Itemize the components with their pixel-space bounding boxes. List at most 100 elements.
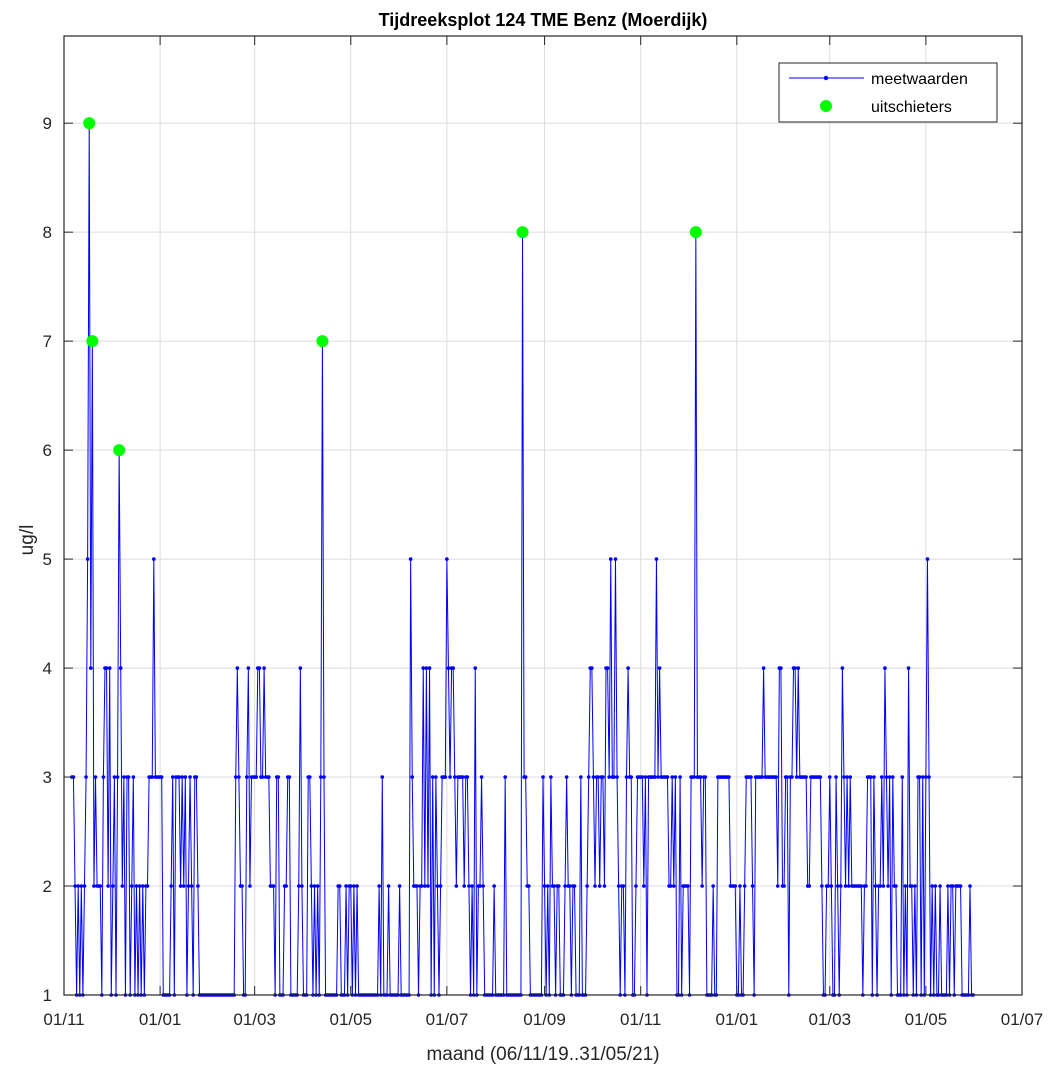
meetwaarden-point	[654, 557, 659, 561]
meetwaarden-point	[927, 775, 931, 779]
meetwaarden-point	[503, 775, 507, 779]
meetwaarden-point	[909, 884, 914, 888]
meetwaarden-point	[296, 884, 301, 888]
meetwaarden-point	[337, 884, 342, 888]
meetwaarden-point	[98, 884, 103, 888]
legend-box	[778, 62, 998, 123]
meetwaarden-point	[775, 884, 780, 888]
meetwaarden-point	[159, 775, 164, 779]
meetwaarden-point	[448, 775, 452, 779]
x-tick-label: 01/11	[43, 1010, 84, 1029]
y-tick-label: 6	[43, 441, 52, 460]
meetwaarden-point	[189, 884, 194, 888]
x-tick-label: 01/05	[905, 1010, 948, 1029]
meetwaarden-point	[107, 666, 112, 670]
meetwaarden-point	[843, 884, 848, 888]
meetwaarden-point	[248, 884, 252, 888]
meetwaarden-point	[807, 884, 812, 888]
meetwaarden-point	[601, 775, 605, 779]
meetwaarden-point	[427, 666, 432, 670]
meetwaarden-point	[85, 557, 90, 561]
uitschieters-series	[83, 117, 702, 457]
meetwaarden-point	[738, 884, 742, 888]
legend: meetwaarden uitschieters	[778, 62, 998, 123]
meetwaarden-point	[481, 884, 485, 888]
meetwaarden-point	[872, 775, 876, 779]
meetwaarden-point	[673, 775, 678, 779]
meetwaarden-point	[348, 884, 353, 888]
meetwaarden-point	[868, 775, 873, 779]
y-tick-label: 3	[43, 768, 52, 787]
x-tick-label: 01/01	[139, 1010, 182, 1029]
meetwaarden-point	[925, 557, 930, 561]
meetwaarden-point	[886, 884, 890, 888]
meetwaarden-point	[194, 775, 199, 779]
meetwaarden-point	[586, 775, 591, 779]
meetwaarden-point	[859, 884, 864, 888]
y-tick-label: 9	[43, 114, 52, 133]
meetwaarden-point	[596, 775, 600, 779]
meetwaarden-point	[711, 884, 715, 888]
meetwaarden-point	[686, 884, 690, 888]
meetwaarden-point	[903, 884, 908, 888]
uitschieter-point	[83, 117, 96, 130]
meetwaarden-point	[657, 666, 662, 670]
meetwaarden-point	[782, 884, 786, 888]
meetwaarden-point	[271, 884, 276, 888]
meetwaarden-point	[438, 884, 443, 888]
meetwaarden-point	[643, 775, 648, 779]
meetwaarden-point	[169, 884, 173, 888]
meetwaarden-point	[460, 775, 465, 779]
meetwaarden-point	[590, 666, 594, 670]
meetwaarden-point	[145, 884, 150, 888]
meetwaarden-point	[733, 884, 738, 888]
meetwaarden-point	[794, 775, 799, 779]
uitschieter-point	[86, 335, 99, 348]
meetwaarden-point	[244, 775, 249, 779]
meetwaarden-point	[933, 884, 938, 888]
meetwaarden-point	[670, 775, 674, 779]
y-tick-label: 5	[43, 550, 52, 569]
meetwaarden-point	[665, 775, 670, 779]
meetwaarden-point	[597, 884, 602, 888]
meetwaarden-point	[181, 884, 186, 888]
legend-label-meetwaarden: meetwaarden	[871, 71, 968, 88]
meetwaarden-point	[829, 884, 834, 888]
meetwaarden-point	[479, 775, 484, 779]
meetwaarden-point	[386, 884, 391, 888]
meetwaarden-point	[968, 884, 972, 888]
meetwaarden-point	[552, 884, 556, 888]
meetwaarden-point	[287, 775, 292, 779]
meetwaarden-point	[465, 775, 470, 779]
meetwaarden-point	[137, 884, 142, 888]
meetwaarden-point	[112, 775, 117, 779]
meetwaarden-point	[434, 775, 438, 779]
meetwaarden-point	[408, 557, 413, 561]
meetwaarden-point	[839, 884, 843, 888]
meetwaarden-point	[826, 884, 830, 888]
plot-frame	[63, 35, 1023, 996]
x-tick-label: 01/03	[233, 1010, 276, 1029]
meetwaarden-point	[572, 884, 577, 888]
meetwaarden-point	[186, 884, 191, 888]
meetwaarden-point	[834, 775, 838, 779]
meetwaarden-point	[430, 775, 435, 779]
meetwaarden-point	[842, 775, 846, 779]
meetwaarden-point	[131, 775, 136, 779]
meetwaarden-point	[150, 775, 155, 779]
meetwaarden-point	[621, 884, 626, 888]
meetwaarden-point	[671, 884, 676, 888]
meetwaarden-point	[397, 884, 402, 888]
meetwaarden-point	[120, 884, 125, 888]
meetwaarden-point	[820, 884, 824, 888]
meetwaarden-point	[605, 666, 610, 670]
meetwaarden-point	[827, 775, 832, 779]
meetwaarden-point	[864, 884, 868, 888]
x-axis-title: maand (06/11/19..31/05/21)	[426, 1044, 659, 1065]
meetwaarden-point	[188, 775, 192, 779]
uitschieter-point	[516, 226, 529, 239]
meetwaarden-point	[115, 775, 120, 779]
meetwaarden-point	[180, 775, 184, 779]
meetwaarden-point	[878, 884, 882, 888]
